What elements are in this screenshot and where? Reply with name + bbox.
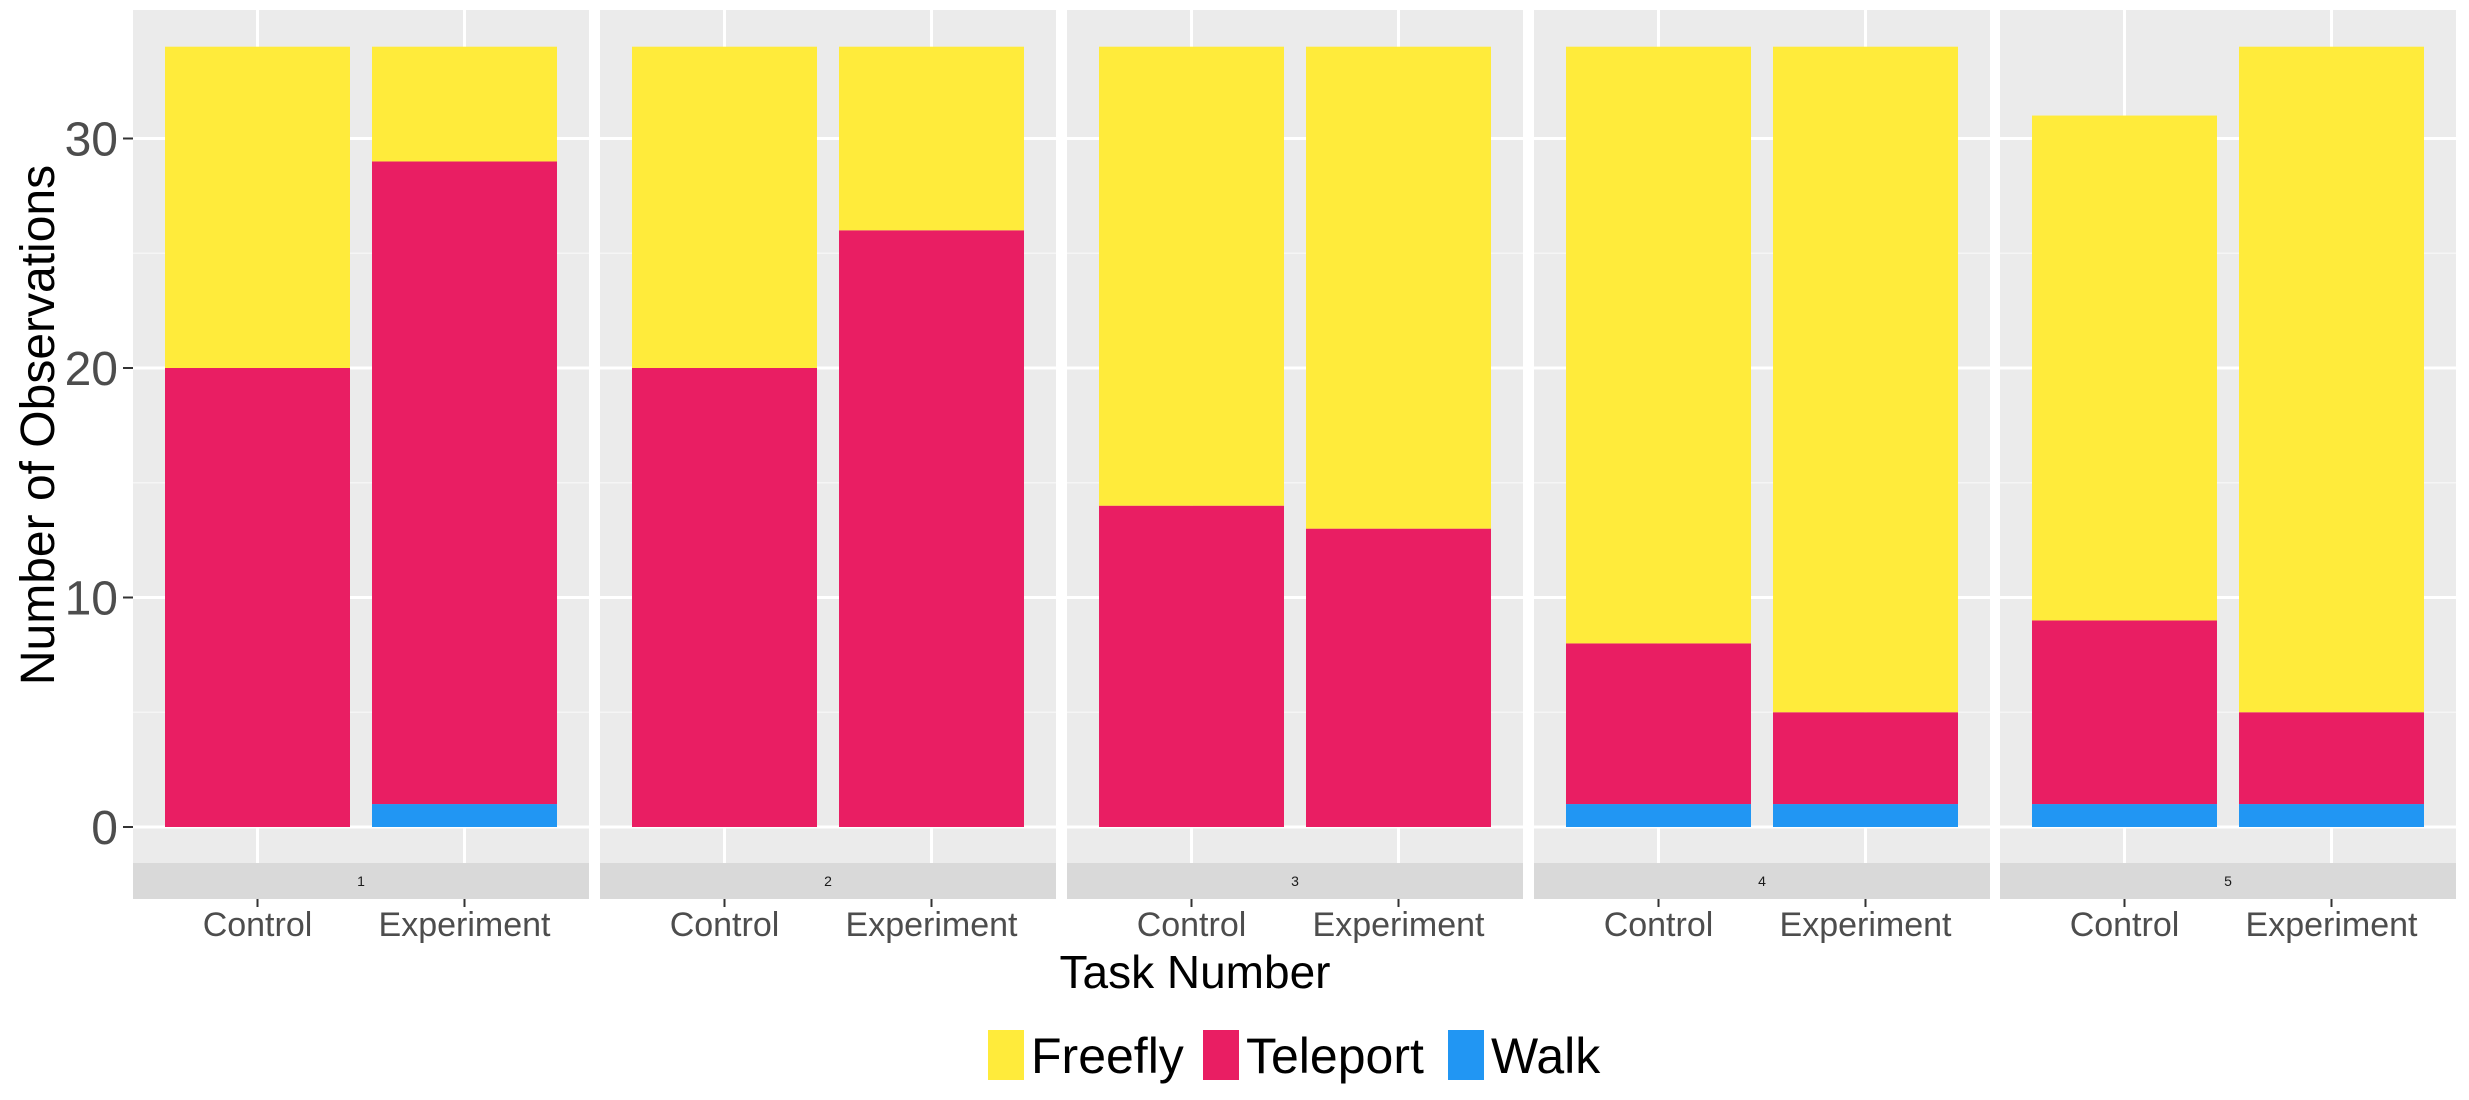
y-tick-label: 0	[91, 802, 118, 855]
bar-teleport-experiment-task-1	[372, 161, 557, 805]
bar-walk-control-task-4	[1566, 804, 1751, 827]
facet-strip	[1067, 863, 1523, 899]
facet-strip-label: 3	[1291, 873, 1299, 889]
x-tick-label: Experiment	[2246, 906, 2419, 944]
bar-freefly-control-task-1	[165, 46, 350, 368]
bar-walk-experiment-task-4	[1773, 804, 1958, 827]
facet-strip	[1534, 863, 1990, 899]
bar-freefly-experiment-task-5	[2239, 46, 2424, 713]
facet-strip-label: 1	[357, 873, 365, 889]
x-tick-label: Control	[1137, 906, 1247, 944]
bar-teleport-control-task-2	[632, 368, 817, 827]
facet-panel-5: Control Experiment 5	[2000, 10, 2456, 944]
x-tick-label: Experiment	[1780, 906, 1953, 944]
bar-freefly-experiment-task-3	[1306, 46, 1491, 529]
y-tick-label: 30	[65, 114, 118, 167]
x-tick-label: Experiment	[1313, 906, 1486, 944]
y-tick-label: 20	[65, 343, 118, 396]
facet-panel-4: Control Experiment 4	[1534, 10, 1990, 944]
bar-teleport-experiment-task-3	[1306, 528, 1491, 827]
bar-walk-experiment-task-5	[2239, 804, 2424, 827]
bar-freefly-control-task-2	[632, 46, 817, 368]
legend-label-walk: Walk	[1491, 1028, 1601, 1084]
bar-teleport-experiment-task-5	[2239, 712, 2424, 805]
facet-panel-2: Control Experiment 2	[600, 10, 1056, 944]
bar-teleport-control-task-4	[1566, 643, 1751, 805]
legend-label-freefly: Freefly	[1031, 1028, 1184, 1084]
legend-label-teleport: Teleport	[1246, 1028, 1424, 1084]
bar-teleport-control-task-3	[1099, 505, 1284, 827]
x-tick-label: Control	[670, 906, 780, 944]
x-axis-title: Task Number	[1060, 946, 1331, 998]
facet-strip	[2000, 863, 2456, 899]
facet-strip	[133, 863, 589, 899]
legend-key-teleport	[1203, 1030, 1239, 1080]
legend: Freefly Teleport Walk	[988, 1028, 1601, 1084]
bar-freefly-control-task-4	[1566, 46, 1751, 644]
facet-panel-3: Control Experiment 3	[1067, 10, 1523, 944]
y-tick-label: 10	[65, 573, 118, 626]
legend-key-walk	[1448, 1030, 1484, 1080]
x-tick-label: Control	[203, 906, 313, 944]
x-tick-label: Experiment	[846, 906, 1019, 944]
bar-teleport-control-task-1	[165, 368, 350, 827]
facet-strip-label: 5	[2224, 873, 2232, 889]
bar-freefly-experiment-task-4	[1773, 46, 1958, 713]
bar-teleport-experiment-task-4	[1773, 712, 1958, 805]
bar-teleport-control-task-5	[2032, 620, 2217, 805]
bar-teleport-experiment-task-2	[839, 230, 1024, 828]
y-axis: 0 10 20 30	[65, 114, 133, 855]
y-axis-title: Number of Observations	[12, 165, 65, 685]
bar-freefly-control-task-3	[1099, 46, 1284, 506]
x-tick-label: Control	[2070, 906, 2180, 944]
facet-strip-label: 4	[1758, 873, 1766, 889]
x-tick-label: Control	[1604, 906, 1714, 944]
bar-freefly-control-task-5	[2032, 115, 2217, 621]
bar-freefly-experiment-task-2	[839, 46, 1024, 231]
bar-walk-control-task-5	[2032, 804, 2217, 827]
facet-panel-1: Control Experiment 1	[133, 10, 589, 944]
facet-strip-label: 2	[824, 873, 832, 889]
bar-walk-experiment-task-1	[372, 804, 557, 827]
facet-strip	[600, 863, 1056, 899]
bar-freefly-experiment-task-1	[372, 46, 557, 162]
x-tick-label: Experiment	[379, 906, 552, 944]
legend-key-freefly	[988, 1030, 1024, 1080]
